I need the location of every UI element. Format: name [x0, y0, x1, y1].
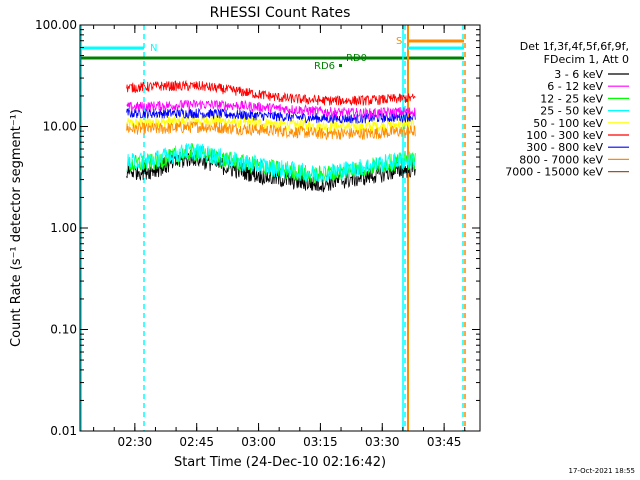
- y-tick-label: 0.01: [50, 424, 77, 438]
- series-line-100-300kev: [126, 79, 416, 106]
- saa-label: S: [396, 36, 402, 47]
- legend-header-line-1: Det 1f,3f,4f,5f,6f,9f,: [520, 40, 629, 53]
- x-tick-label: 02:30: [118, 435, 153, 449]
- legend-label: 50 - 100 keV: [533, 117, 603, 130]
- x-tick-label: 03:30: [365, 435, 400, 449]
- rd0-label: RD0: [346, 53, 367, 64]
- series-line-300-800kev: [126, 107, 416, 125]
- x-tick-label: 03:45: [427, 435, 462, 449]
- x-tick-label: 02:45: [179, 435, 214, 449]
- x-tick-label: 03:15: [303, 435, 338, 449]
- series-line-6-12kev: [126, 99, 416, 120]
- rd6-marker: [339, 64, 342, 67]
- legend-label: 300 - 800 keV: [526, 141, 603, 154]
- y-tick-label: 1.00: [50, 221, 77, 235]
- overlay-markers: N RD0 RD6 S: [80, 25, 466, 431]
- y-axis: 0.01 0.10 1.00 10.00 100.00: [35, 18, 480, 438]
- rd6-label: RD6: [314, 61, 335, 72]
- footer-timestamp: 17-Oct-2021 18:55: [569, 467, 635, 475]
- x-axis-label: Start Time (24-Dec-10 02:16:42): [174, 455, 386, 470]
- legend-label: 7000 - 15000 keV: [505, 166, 603, 179]
- legend-label: 100 - 300 keV: [526, 129, 603, 142]
- legend-label: 3 - 6 keV: [554, 68, 603, 81]
- legend-header-line-2: FDecim 1, Att 0: [544, 53, 629, 66]
- legend-label: 6 - 12 keV: [547, 80, 603, 93]
- y-tick-label: 100.00: [35, 18, 77, 32]
- series-line-50-100kev: [126, 114, 416, 134]
- y-tick-label: 10.00: [43, 120, 77, 134]
- y-axis-label: Count Rate (s⁻¹ detector segment⁻¹): [9, 109, 24, 347]
- series-line-800-7000kev: [126, 120, 416, 141]
- night-label: N: [150, 43, 157, 54]
- x-axis: 02:30 02:45 03:00 03:15 03:30 03:45: [93, 25, 466, 449]
- y-tick-label: 0.10: [50, 323, 77, 337]
- series-line-25-50kev: [126, 143, 416, 183]
- legend: Det 1f,3f,4f,5f,6f,9f, FDecim 1, Att 0 3…: [505, 40, 629, 179]
- x-tick-label: 03:00: [241, 435, 276, 449]
- legend-label: 25 - 50 keV: [540, 105, 603, 118]
- series-layer: [126, 79, 416, 193]
- legend-label: 800 - 7000 keV: [519, 153, 603, 166]
- chart-title: RHESSI Count Rates: [210, 5, 351, 21]
- legend-label: 12 - 25 keV: [540, 92, 603, 105]
